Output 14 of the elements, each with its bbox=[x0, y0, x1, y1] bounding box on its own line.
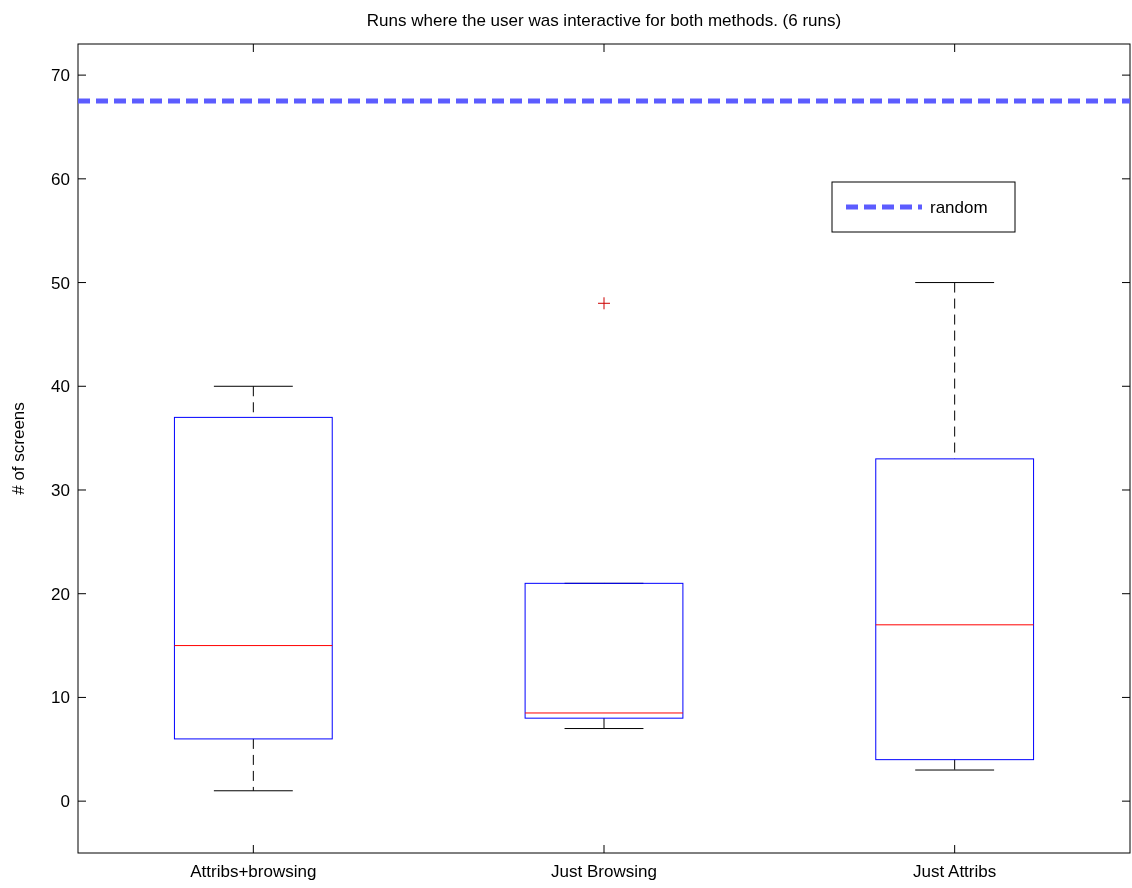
y-axis-title: # of screens bbox=[9, 402, 28, 495]
x-tick-label: Attribs+browsing bbox=[190, 862, 317, 881]
y-tick-label: 30 bbox=[51, 480, 70, 500]
legend-label: random bbox=[930, 197, 988, 217]
y-tick-label: 60 bbox=[51, 169, 70, 189]
y-tick-label: 40 bbox=[51, 377, 70, 397]
chart-title: Runs where the user was interactive for both methods. (6 runs) bbox=[366, 11, 842, 30]
y-tick-label: 50 bbox=[51, 273, 70, 293]
x-tick-label: Just Attribs bbox=[913, 862, 997, 881]
y-tick-label: 70 bbox=[51, 66, 70, 86]
y-tick-label: 0 bbox=[60, 792, 70, 812]
y-tick-label: 10 bbox=[51, 688, 70, 708]
x-tick-label: Just Browsing bbox=[551, 862, 657, 881]
y-tick-label: 20 bbox=[51, 584, 70, 604]
